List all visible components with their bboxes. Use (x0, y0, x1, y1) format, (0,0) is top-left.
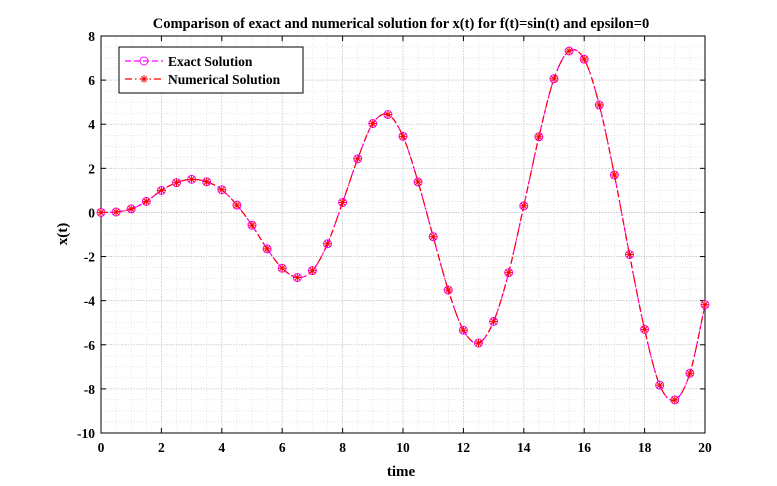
x-tick-label: 18 (638, 440, 652, 455)
numerical-solution-point (655, 381, 664, 390)
x-tick-label: 12 (457, 440, 471, 455)
numerical-solution-point (610, 170, 619, 179)
numerical-solution-point (232, 201, 241, 210)
numerical-solution-point (429, 232, 438, 241)
numerical-solution-point (368, 119, 377, 128)
numerical-solution-point (701, 300, 709, 309)
numerical-solution-point (217, 185, 226, 194)
x-tick-label: 8 (339, 440, 346, 455)
numerical-solution-point (595, 101, 604, 110)
numerical-solution-line (100, 49, 706, 401)
legend-exact-label: Exact Solution (168, 54, 253, 69)
y-tick-label: 8 (88, 29, 95, 44)
legend-numerical-label: Numerical Solution (168, 72, 281, 87)
y-tick-label: -4 (84, 294, 95, 309)
numerical-solution-point (383, 110, 392, 119)
numerical-solution-point (112, 208, 121, 217)
x-tick-label: 4 (218, 440, 225, 455)
plot-area: 0 2 4 6 8 10 12 14 16 18 20 -10 -8 -6 -4 -2 0 2 4 6 8 Exact S… (77, 29, 712, 455)
x-tick-label: 14 (517, 440, 531, 455)
numerical-solution-point (685, 369, 694, 378)
numerical-solution-point (263, 244, 272, 253)
numerical-solution-point (157, 186, 166, 195)
numerical-solution-point (550, 74, 558, 83)
numerical-solution-point (127, 204, 136, 213)
y-tick-label: -2 (84, 250, 95, 265)
y-tick-label: -8 (84, 382, 95, 397)
legend-exact-marker (139, 56, 149, 66)
x-tick-label: 20 (698, 440, 712, 455)
numerical-solution-point (580, 55, 589, 64)
x-tick-label: 16 (577, 440, 591, 455)
numerical-solution-point (640, 325, 649, 334)
numerical-solution-point (172, 178, 181, 187)
y-tick-label: 4 (88, 117, 95, 132)
numerical-solution-point (293, 273, 302, 282)
numerical-solution-point (534, 132, 543, 141)
numerical-solution-point (474, 339, 483, 348)
x-axis-label: time (387, 464, 416, 480)
numerical-solution-point (519, 201, 528, 210)
numerical-solution-point (202, 177, 211, 186)
numerical-solution-point (142, 197, 151, 206)
numerical-solution-point (308, 266, 317, 275)
numerical-solution-point (248, 221, 256, 230)
numerical-solution-point (625, 250, 634, 259)
numerical-solution-point (565, 46, 574, 55)
y-tick-label: -10 (77, 426, 95, 441)
numerical-solution-point (670, 395, 679, 404)
numerical-solution-point (459, 326, 468, 335)
numerical-solution-point (399, 132, 407, 141)
chart-title: Comparison of exact and numerical soluti… (153, 16, 650, 32)
numerical-solution-point (444, 286, 453, 295)
numerical-solution-point (338, 198, 347, 207)
y-tick-label: 2 (88, 161, 95, 176)
legend-box (118, 46, 304, 94)
y-tick-label: -6 (84, 338, 95, 353)
numerical-solution-point (187, 175, 196, 184)
y-axis-label: x(t) (55, 223, 71, 246)
x-tick-label: 0 (98, 440, 105, 455)
numerical-solution-point (353, 154, 362, 163)
y-tick-label: 6 (88, 73, 95, 88)
numerical-solution-point (323, 239, 332, 248)
numerical-solution-point (489, 317, 498, 326)
y-tick-label: 0 (88, 205, 95, 220)
x-tick-label: 10 (396, 440, 410, 455)
numerical-solution-point (504, 268, 513, 277)
numerical-solution-point (414, 178, 423, 187)
numerical-solution-point (278, 264, 287, 273)
x-tick-label: 2 (158, 440, 165, 455)
numerical-solution-point (97, 208, 105, 217)
x-tick-label: 6 (279, 440, 286, 455)
legend-numerical-marker (140, 75, 148, 83)
